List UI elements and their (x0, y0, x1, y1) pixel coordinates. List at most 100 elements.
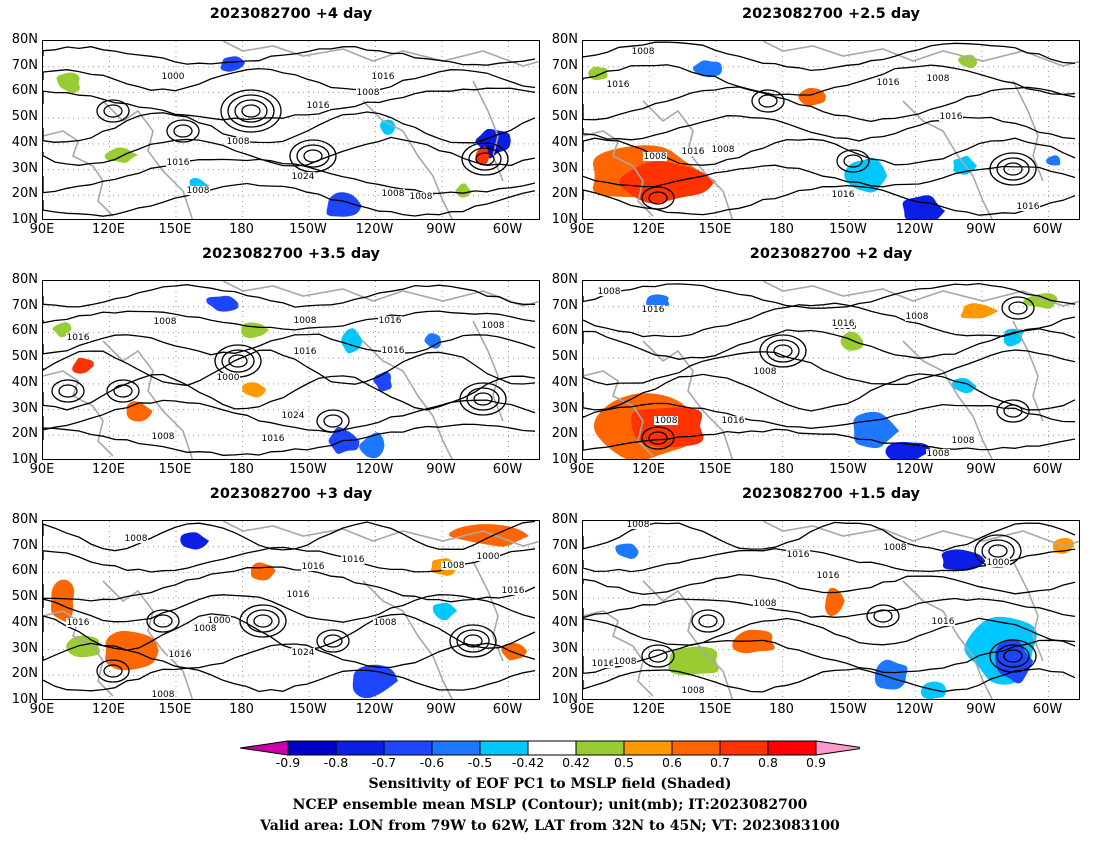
lat-tick-label: 70N (11, 57, 38, 73)
contour-label: 1016 (877, 78, 900, 88)
colorbar-tick-label: -0.7 (371, 755, 397, 770)
colorbar-tick-label: -0.9 (275, 755, 301, 770)
colorbar-min-triangle (240, 740, 289, 756)
lat-tick-label: 20N (11, 666, 38, 682)
lon-tick-label: 150W (829, 222, 867, 237)
lon-tick-label: 180 (769, 462, 794, 477)
coastline (222, 41, 539, 67)
sensitivity-shade (72, 357, 94, 374)
closed-isobar (173, 124, 193, 138)
closed-isobar (468, 147, 502, 171)
sensitivity-shade (885, 441, 932, 459)
sensitivity-shade (1046, 155, 1061, 166)
contour-label: 1008 (644, 152, 667, 162)
coastline (102, 100, 194, 219)
map-canvas: 1008 1016 1008 1016 1016 1008 1008 1016 1016 1016 (583, 41, 1079, 219)
lat-tick-label: 10N (551, 452, 578, 467)
map-canvas: 1008101610161000100810161016100810241016… (43, 521, 539, 699)
coastline (902, 340, 993, 459)
coastline (472, 320, 504, 422)
contour-label-bg (186, 186, 210, 195)
closed-isobar (456, 629, 490, 653)
closed-isobar (234, 99, 268, 123)
lon-tick-label: 120W (355, 462, 394, 477)
caption-line-1: Sensitivity of EOF PC1 to MSLP field (Sh… (368, 776, 732, 792)
colorbar-segment (767, 740, 817, 756)
coastline (362, 100, 453, 219)
contour-label: 1008 (655, 416, 678, 426)
lat-tick-label: 30N (11, 640, 38, 656)
colorbar-segment (383, 740, 433, 756)
map-panel: 1008101610081016100810161016100810081008 (582, 280, 1080, 460)
lat-tick-label: 30N (551, 640, 578, 656)
lon-tick-label: 90W (966, 462, 996, 477)
isobar-contour (43, 136, 536, 167)
closed-isobar (641, 186, 675, 210)
closed-isobar (996, 399, 1030, 423)
colorbar-tick-label: -0.42 (511, 755, 545, 770)
contour-label: 1008 (682, 686, 705, 696)
lon-tick-label: 120W (895, 702, 934, 717)
isobar-contour (43, 521, 536, 552)
isobar-contour (583, 428, 1076, 451)
isobar-contour (583, 373, 1076, 412)
colorbar-tick-label: -0.5 (467, 755, 493, 770)
lat-tick-label: 40N (551, 614, 578, 630)
closed-isobar (253, 614, 273, 628)
sensitivity-shade (874, 659, 908, 690)
coastline (102, 580, 194, 699)
isobar-contour (43, 45, 536, 66)
lat-tick-label: 60N (11, 563, 38, 579)
colorbar-segment (575, 740, 625, 756)
contour-label-bg (613, 657, 637, 666)
closed-isobar (641, 426, 675, 450)
lon-tick-label: 180 (229, 702, 254, 717)
contour-label: 1008 (952, 436, 975, 446)
panel-title: 2023082700 +4 day (209, 6, 373, 22)
sensitivity-shade (615, 543, 639, 559)
isobar-contour (583, 521, 1076, 552)
sensitivity-colorbar (240, 740, 860, 756)
lat-tick-label: 70N (551, 297, 578, 313)
contour-label: 1008 (382, 189, 405, 199)
colorbar-tick-label: 0.9 (806, 755, 826, 770)
coastline (362, 340, 453, 459)
sensitivity-shade (250, 562, 276, 581)
closed-isobar (221, 349, 255, 373)
contour-label: 1008 (627, 521, 650, 530)
contour-label: 1008 (374, 618, 397, 628)
contour-label-bg (631, 47, 655, 56)
contour-label-bg (166, 158, 190, 167)
closed-isobar (106, 379, 140, 403)
colorbar-segment (287, 740, 337, 756)
closed-isobar (227, 94, 275, 128)
contour-label-bg (441, 561, 465, 570)
contour-label-bg (816, 571, 840, 580)
contour-label-bg (168, 650, 192, 659)
lon-tick-label: 60W (492, 702, 523, 717)
contour-label-bg (753, 599, 777, 608)
closed-isobar (475, 152, 495, 166)
contour-label: 1016 (294, 347, 317, 357)
isobar-contour (43, 182, 536, 217)
lon-tick-label: 150E (698, 462, 732, 477)
lon-tick-label: 120E (91, 702, 126, 717)
isobar-contour (43, 667, 536, 693)
contour-label-bg (986, 558, 1010, 567)
coastline (1012, 560, 1044, 662)
contour-label: 1000 (208, 616, 231, 626)
contour-label-bg (293, 347, 317, 356)
contour-label-bg (161, 72, 185, 81)
lon-tick-label: 60W (1032, 222, 1063, 237)
colorbar-tick-label: 0.5 (614, 755, 634, 770)
closed-isobar (751, 89, 785, 113)
lat-tick-label: 80N (551, 32, 578, 47)
lon-tick-label: 180 (769, 702, 794, 717)
colorbar-tick-label: 0.8 (758, 755, 778, 770)
coastline (583, 370, 654, 457)
coastline (222, 281, 539, 307)
closed-isobar (303, 149, 323, 163)
contour-label: 1016 (607, 80, 630, 90)
lat-tick-label: 30N (551, 160, 578, 176)
coastline (43, 370, 114, 457)
